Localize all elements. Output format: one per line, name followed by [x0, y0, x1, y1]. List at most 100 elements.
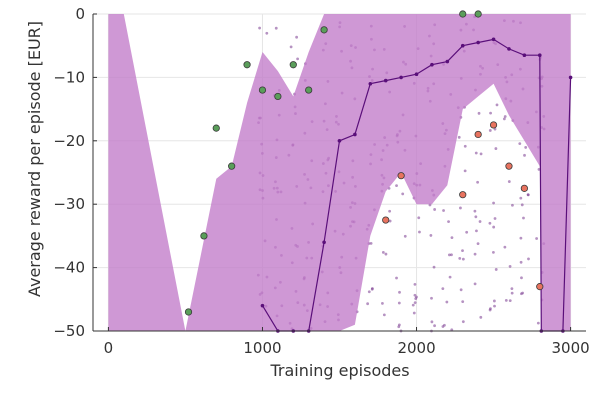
- scatter-point: [417, 216, 421, 220]
- scatter-point: [494, 147, 498, 150]
- scatter-point: [274, 26, 278, 30]
- series-point: [522, 53, 527, 58]
- scatter-point: [381, 251, 385, 254]
- scatter-point: [502, 117, 506, 121]
- scatter-point: [447, 220, 450, 224]
- scatter-point: [519, 196, 523, 200]
- scatter-point: [511, 203, 514, 207]
- scatter-point: [388, 219, 392, 223]
- scatter-point: [457, 135, 461, 139]
- green-marker: [243, 61, 251, 69]
- red-marker: [489, 121, 498, 129]
- scatter-point: [492, 225, 496, 229]
- series-point: [537, 53, 542, 58]
- scatter-point: [537, 167, 541, 171]
- scatter-point: [403, 234, 407, 238]
- scatter-point: [520, 203, 524, 207]
- series-point: [445, 59, 450, 64]
- scatter-point: [522, 216, 525, 220]
- scatter-point: [473, 282, 477, 286]
- scatter-point: [526, 193, 530, 197]
- scatter-point: [489, 111, 492, 115]
- scatter-point: [508, 299, 512, 303]
- scatter-point: [429, 234, 433, 237]
- scatter-point: [519, 236, 523, 240]
- series-point: [568, 75, 573, 80]
- y-axis-title: Average reward per episode [EUR]: [25, 21, 44, 297]
- scatter-point: [493, 217, 497, 220]
- scatter-point: [474, 151, 478, 155]
- series-point: [399, 75, 403, 80]
- scatter-point: [412, 311, 416, 315]
- scatter-point: [395, 184, 398, 188]
- red-marker: [505, 162, 513, 170]
- y-tick-label: −10: [53, 68, 85, 86]
- series-point: [460, 43, 465, 48]
- scatter-point: [458, 257, 462, 260]
- series-point: [368, 81, 373, 86]
- scatter-point: [398, 290, 401, 294]
- scatter-point: [370, 287, 374, 291]
- scatter-point: [382, 313, 386, 317]
- band-area: [108, 14, 571, 331]
- green-marker: [212, 124, 220, 132]
- mean-line: [260, 37, 573, 333]
- x-tick-label: 3000: [552, 339, 590, 357]
- scatter-point: [473, 209, 477, 213]
- scatter-point: [488, 308, 492, 312]
- scatter-point: [493, 304, 496, 308]
- scatter-point: [415, 295, 418, 299]
- scatter-point: [492, 201, 495, 205]
- red-marker: [459, 191, 467, 199]
- scatter-point: [430, 320, 434, 324]
- scatter-point: [442, 209, 445, 212]
- scatter-point: [459, 288, 463, 292]
- scatter-point: [388, 209, 392, 213]
- scatter-point: [504, 298, 508, 302]
- scatter-point: [524, 146, 528, 149]
- x-tick-label: 1000: [243, 339, 281, 357]
- scatter-point: [488, 129, 492, 132]
- scatter-point: [492, 299, 496, 303]
- scatter-point: [433, 324, 436, 328]
- green-marker: [474, 10, 482, 18]
- y-tick-label: −30: [53, 195, 85, 213]
- scatter-point: [477, 111, 481, 115]
- scatter-point: [265, 31, 269, 35]
- scatter-point: [441, 287, 445, 291]
- scatter-point: [476, 242, 480, 246]
- scatter-point: [430, 296, 433, 300]
- series-point: [260, 303, 265, 308]
- scatter-point: [473, 252, 477, 256]
- scatter-point: [527, 257, 530, 261]
- scatter-point: [448, 275, 452, 279]
- red-marker: [474, 130, 482, 139]
- y-tick-label: −20: [53, 132, 85, 150]
- scatter-point: [433, 208, 437, 211]
- green-marker: [200, 232, 208, 240]
- scatter-point: [536, 321, 540, 325]
- green-marker: [305, 86, 313, 94]
- scatter-point: [465, 230, 469, 234]
- scatter-point: [296, 57, 300, 61]
- scatter-point: [475, 229, 478, 233]
- scatter-point: [289, 45, 293, 49]
- scatter-point: [445, 300, 449, 304]
- series-point: [383, 78, 388, 83]
- scatter-point: [413, 282, 417, 286]
- y-tick-label: −40: [53, 259, 85, 277]
- scatter-point: [413, 301, 417, 305]
- scatter-point: [381, 301, 384, 305]
- tick-labels: 0 1000 2000 3000 0 −10 −20 −30 −40 −50: [53, 5, 589, 357]
- scatter-point: [459, 206, 462, 210]
- series-point: [476, 40, 480, 45]
- series-line: [261, 38, 572, 332]
- x-axis-title: Training episodes: [269, 361, 409, 380]
- scatter-point: [428, 203, 432, 207]
- series-point: [430, 62, 434, 67]
- red-marker: [536, 283, 544, 291]
- scatter-point: [535, 237, 539, 240]
- scatter-point: [295, 35, 299, 39]
- scatter-point: [520, 292, 523, 296]
